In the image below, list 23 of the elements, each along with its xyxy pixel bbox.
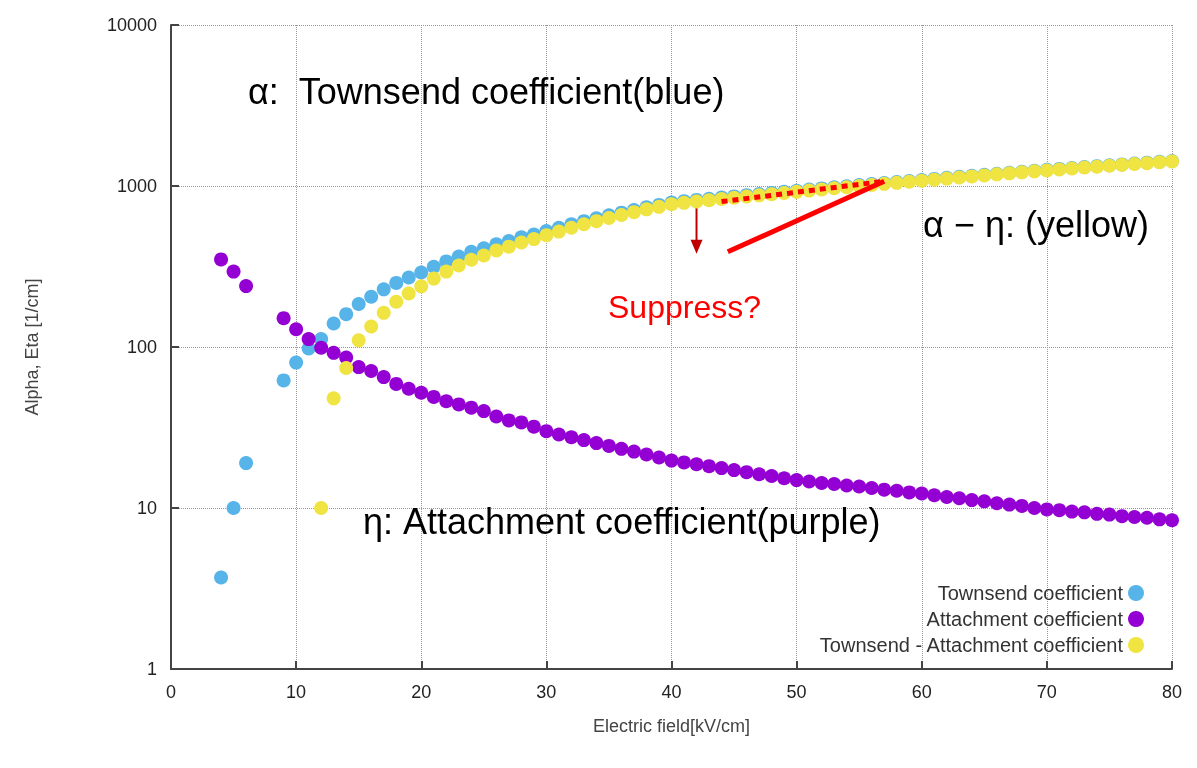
annotation: η: Attachment coefficient(purple) bbox=[363, 500, 881, 542]
legend-label: Attachment coefficient bbox=[926, 608, 1124, 630]
y-axis-title: Alpha, Eta [1/cm] bbox=[22, 278, 42, 416]
y-tick-label: 1000 bbox=[116, 176, 157, 196]
annotation: α − η: (yellow) bbox=[923, 203, 1150, 245]
y-tick-label: 100 bbox=[126, 337, 157, 357]
x-tick-label: 0 bbox=[165, 682, 177, 702]
x-tick-label: 80 bbox=[1161, 682, 1183, 702]
x-tick-label: 50 bbox=[786, 682, 807, 702]
annotation: Suppress? bbox=[608, 289, 761, 325]
x-axis-title: Electric field[kV/cm] bbox=[592, 716, 751, 736]
y-tick-label: 1 bbox=[146, 659, 157, 679]
y-tick-label: 10 bbox=[136, 498, 157, 518]
x-tick-label: 60 bbox=[911, 682, 932, 702]
x-tick-label: 40 bbox=[661, 682, 682, 702]
x-tick-label: 30 bbox=[536, 682, 557, 702]
x-tick-label: 70 bbox=[1036, 682, 1057, 702]
x-tick-label: 10 bbox=[286, 682, 307, 702]
y-tick-label: 10000 bbox=[106, 15, 157, 35]
annotation: α: Townsend coefficient(blue) bbox=[248, 70, 725, 112]
x-tick-label: 20 bbox=[411, 682, 432, 702]
legend-label: Townsend - Attachment coefficient bbox=[819, 634, 1124, 656]
legend-label: Townsend coefficient bbox=[937, 582, 1124, 604]
